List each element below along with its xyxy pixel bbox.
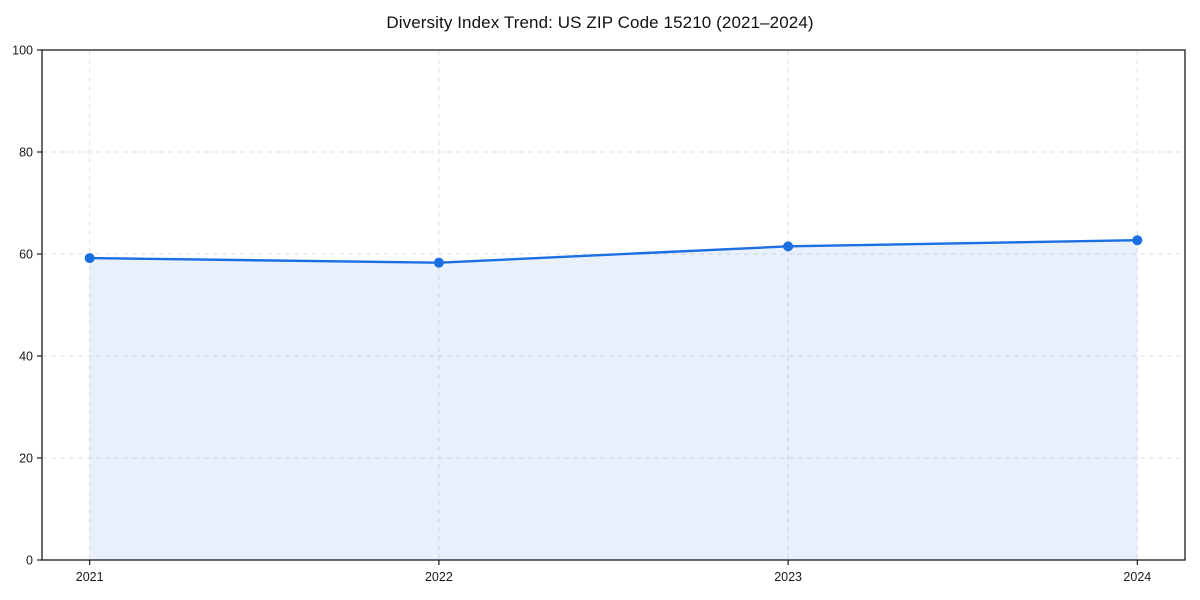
- x-tick-label: 2024: [1123, 570, 1151, 584]
- x-tick-label: 2023: [774, 570, 802, 584]
- trend-line: [88, 239, 1139, 264]
- plot-border: [41, 49, 1186, 561]
- y-tick-label: 20: [19, 452, 33, 466]
- y-tick-label: 0: [26, 554, 33, 568]
- data-point: [1132, 235, 1143, 246]
- area-fill: [89, 240, 1138, 561]
- y-tick-label: 100: [12, 44, 33, 58]
- chart-title: Diversity Index Trend: US ZIP Code 15210…: [386, 13, 814, 32]
- y-tick-label: 80: [19, 146, 33, 160]
- data-point: [783, 241, 794, 252]
- data-point: [84, 253, 95, 264]
- y-tick-label: 40: [19, 350, 33, 364]
- data-point: [433, 257, 444, 268]
- y-tick-label: 60: [19, 248, 33, 262]
- x-tick-label: 2021: [76, 570, 104, 584]
- x-tick-label: 2022: [425, 570, 453, 584]
